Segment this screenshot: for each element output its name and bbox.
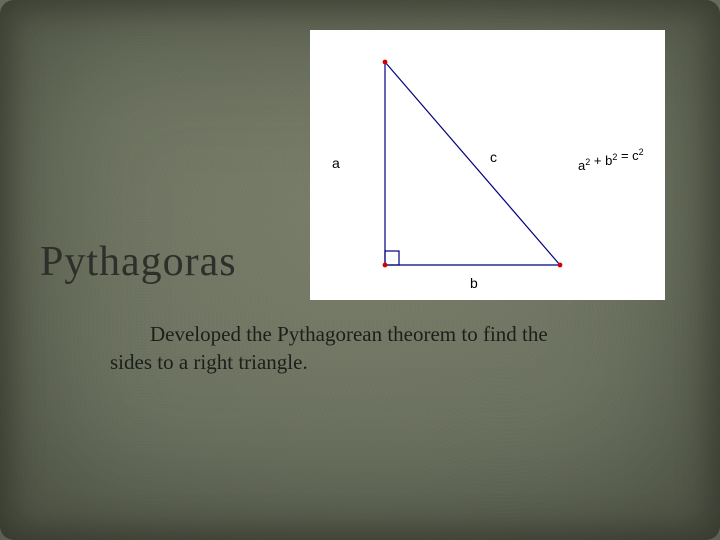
triangle-svg: a b c a2 + b2 = c2 bbox=[310, 30, 665, 300]
side-label-a: a bbox=[332, 155, 340, 171]
slide-background: a b c a2 + b2 = c2 Pythagoras Developed … bbox=[0, 0, 720, 540]
pythagorean-equation: a2 + b2 = c2 bbox=[578, 147, 644, 173]
slide-body-text: Developed the Pythagorean theorem to fin… bbox=[110, 320, 590, 377]
pythagorean-diagram: a b c a2 + b2 = c2 bbox=[310, 30, 665, 300]
slide-title: Pythagoras bbox=[40, 238, 237, 286]
side-label-b: b bbox=[470, 275, 478, 291]
side-label-c: c bbox=[490, 149, 497, 165]
